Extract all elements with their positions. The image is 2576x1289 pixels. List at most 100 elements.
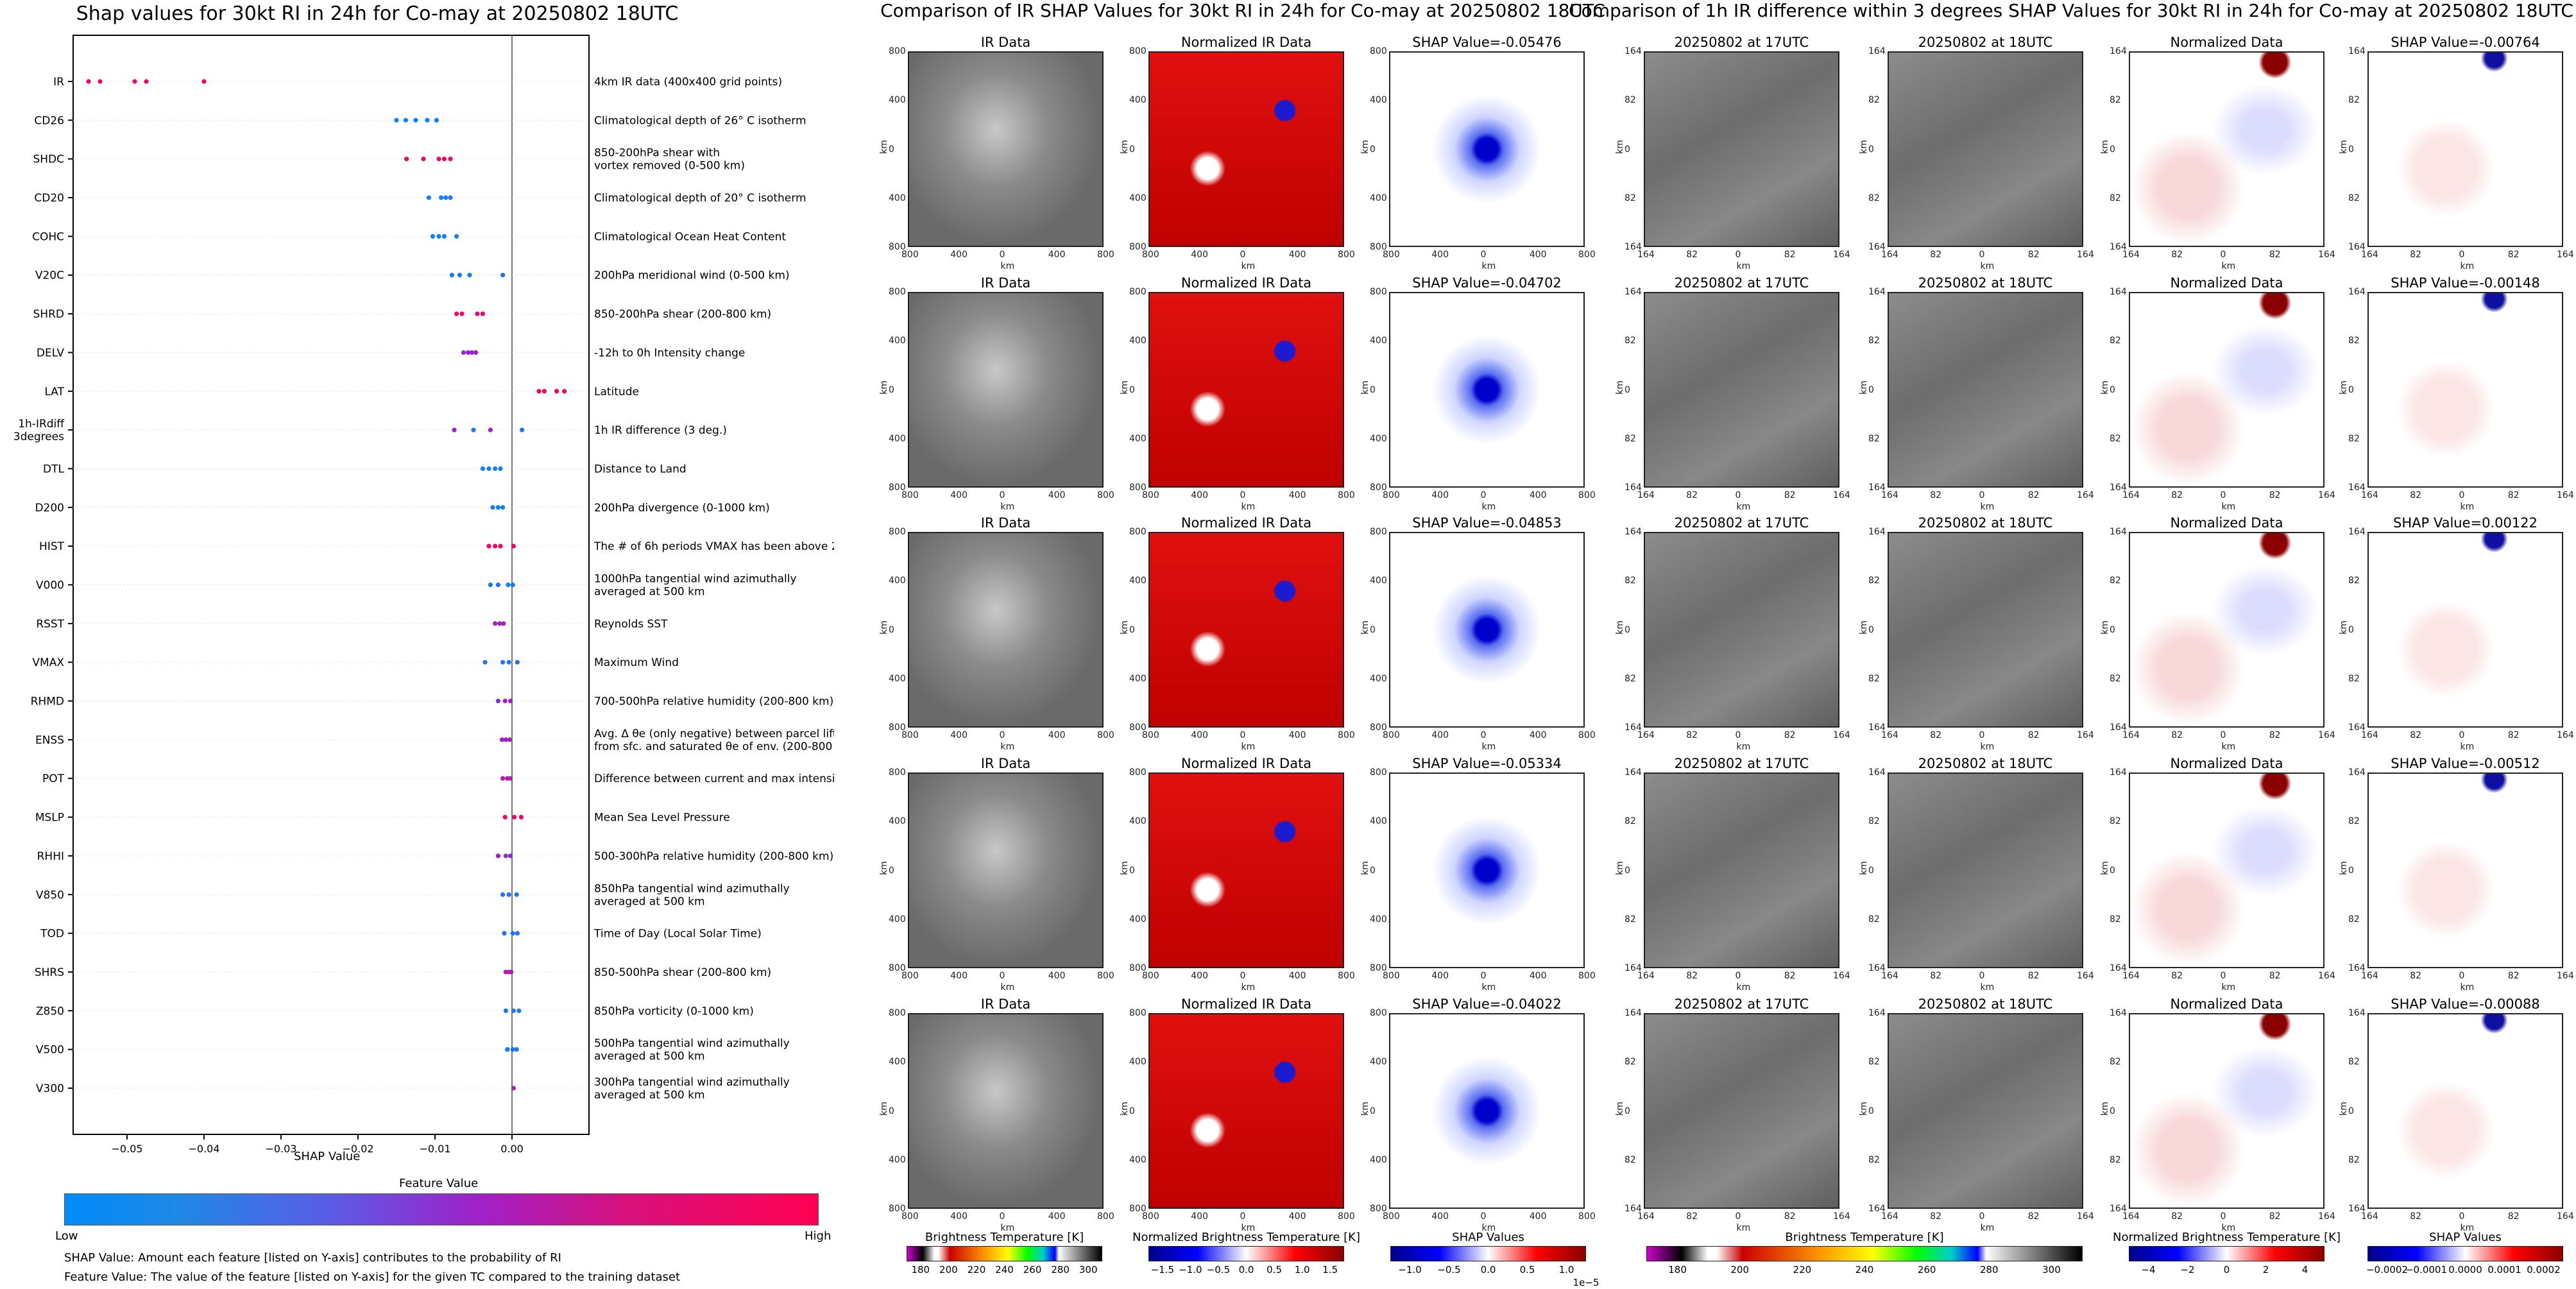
feature-value-note: Feature Value: The value of the feature … — [64, 1270, 681, 1284]
panel-x-axis-label: km — [1000, 261, 1015, 271]
panel-x-tick: 400 — [950, 971, 968, 981]
panel-y-tick: 0 — [889, 384, 894, 395]
heatmap-panel — [2367, 292, 2563, 488]
panel-title: Normalized Data — [2170, 275, 2283, 291]
panel-y-tick: 164 — [1868, 722, 1886, 733]
panel-x-tick: 82 — [2269, 250, 2281, 260]
panel-y-tick: 400 — [1129, 1057, 1147, 1068]
panel-y-tick: 400 — [889, 336, 906, 346]
panel-x-tick: 400 — [1288, 971, 1306, 981]
panel-y-tick: 164 — [2110, 767, 2127, 778]
panel-x-tick: 800 — [1142, 490, 1159, 500]
panel-x-axis-label: km — [2221, 502, 2236, 512]
panel-x-tick: 164 — [1833, 250, 1850, 260]
shap-point — [502, 814, 508, 820]
feature-description: averaged at 500 km — [594, 1050, 705, 1063]
shap-point — [430, 234, 436, 239]
heatmap-panel — [1389, 773, 1585, 968]
feature-label: V500 — [36, 1044, 64, 1057]
shap-point — [495, 505, 501, 510]
feature-label: CD20 — [34, 192, 64, 205]
panel-y-tick: 0 — [1625, 1105, 1630, 1116]
feature-label: Z850 — [36, 1005, 64, 1018]
panel-x-tick: 164 — [1637, 971, 1655, 981]
colorbar-low-label: Low — [55, 1229, 78, 1243]
panel-y-axis-label: km — [1858, 139, 1869, 154]
shap-point — [499, 737, 505, 742]
shap-point — [425, 117, 430, 123]
panel-y-tick: 164 — [1625, 242, 1642, 252]
x-tick-label: −0.04 — [188, 1143, 219, 1155]
panel-x-tick: 164 — [2318, 971, 2335, 981]
colorbar — [907, 1246, 1102, 1261]
colorbar-high-label: High — [805, 1229, 832, 1243]
panel-x-axis-label: km — [1736, 1223, 1751, 1233]
panel-title: Normalized Data — [2170, 35, 2283, 50]
panel-x-tick: 800 — [1097, 971, 1114, 981]
heatmap-panel — [2367, 532, 2563, 728]
panel-title: 20250802 at 18UTC — [1918, 515, 2053, 531]
heatmap-panel — [1644, 773, 1839, 968]
shap-point — [475, 311, 480, 316]
shap-point — [436, 234, 441, 239]
feature-description: 200hPa divergence (0-1000 km) — [594, 502, 770, 515]
panel-title: Normalized IR Data — [1181, 515, 1312, 531]
panel-y-tick: 82 — [1868, 816, 1880, 827]
panel-x-axis-label: km — [2460, 502, 2475, 512]
panel-x-tick: 0 — [1480, 250, 1487, 260]
shap-point — [508, 853, 513, 858]
panel-y-tick: 0 — [2110, 865, 2115, 876]
panel-x-tick: 164 — [1833, 1211, 1850, 1222]
panel-y-tick: 164 — [1625, 287, 1642, 297]
panel-x-tick: 0 — [2220, 250, 2226, 260]
panel-x-tick: 164 — [2361, 1211, 2378, 1222]
panel-x-tick: 800 — [1383, 971, 1400, 981]
panel-y-tick: 800 — [1370, 527, 1387, 537]
colorbar — [2367, 1246, 2563, 1261]
panel-x-tick: 0 — [1735, 971, 1741, 981]
panel-y-tick: 164 — [2348, 482, 2366, 493]
heatmap-panel — [908, 773, 1104, 968]
heatmap-panel — [2129, 292, 2324, 488]
heatmap-panel — [1148, 1013, 1344, 1209]
panel-y-tick: 0 — [1370, 144, 1376, 155]
heatmap-panel — [2367, 1013, 2563, 1209]
shap-point — [413, 117, 418, 123]
feature-description: Difference between current and max inten… — [594, 773, 834, 785]
panel-x-tick: 164 — [2122, 1211, 2140, 1222]
panel-y-tick: 800 — [1370, 722, 1387, 733]
shap-point — [503, 737, 509, 742]
panel-y-tick: 800 — [1129, 767, 1147, 778]
panel-x-tick: 164 — [2077, 730, 2094, 740]
panel-y-axis-label: km — [1360, 139, 1370, 154]
panel-y-tick: 164 — [1868, 527, 1886, 537]
feature-value-colorbar — [64, 1193, 819, 1225]
panel-y-axis-label: km — [2338, 1101, 2349, 1116]
panel-y-tick: 164 — [2110, 722, 2127, 733]
panel-y-tick: 400 — [1129, 576, 1147, 586]
panel-x-axis-label: km — [1980, 1223, 1995, 1233]
panel-y-axis-label: km — [878, 380, 889, 395]
panel-title: 20250802 at 17UTC — [1674, 275, 1809, 291]
feature-label: TOD — [40, 928, 64, 941]
panel-y-tick: 82 — [2348, 914, 2360, 925]
shap-point — [98, 79, 103, 84]
panel-y-tick: 164 — [1625, 1204, 1642, 1214]
panel-x-tick: 0 — [1240, 1211, 1246, 1222]
panel-x-tick: 400 — [950, 730, 968, 740]
panel-x-tick: 0 — [2220, 971, 2226, 981]
colorbar-tick: 260 — [1023, 1264, 1042, 1276]
heatmap-panel — [1888, 292, 2083, 488]
shap-point — [500, 776, 506, 781]
panel-x-tick: 800 — [1097, 250, 1114, 260]
panel-x-tick: 82 — [2410, 971, 2422, 981]
colorbar-tick: 260 — [1917, 1264, 1936, 1276]
panel-y-tick: 0 — [1625, 144, 1630, 155]
heatmap-panel — [1389, 532, 1585, 728]
panel-y-tick: 0 — [2348, 865, 2354, 876]
feature-label: VMAX — [32, 656, 64, 669]
panel-y-tick: 82 — [1625, 673, 1636, 684]
panel-y-tick: 800 — [1129, 242, 1147, 252]
panel-x-tick: 82 — [2410, 490, 2422, 500]
feature-description: Distance to Land — [594, 463, 687, 475]
